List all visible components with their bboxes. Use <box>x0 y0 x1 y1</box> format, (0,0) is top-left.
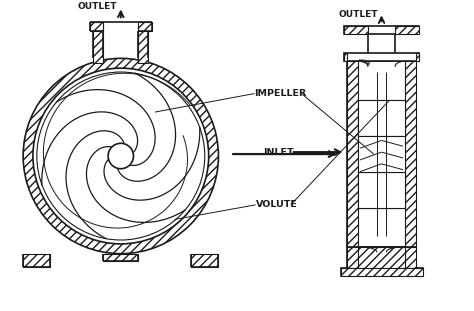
Bar <box>358 100 405 137</box>
Wedge shape <box>72 64 91 80</box>
Bar <box>347 247 358 268</box>
Bar <box>345 53 419 61</box>
Bar <box>416 53 419 61</box>
Wedge shape <box>151 64 170 80</box>
Wedge shape <box>29 107 45 126</box>
Circle shape <box>108 143 134 169</box>
Wedge shape <box>197 186 212 205</box>
Bar <box>358 137 405 172</box>
Circle shape <box>33 68 209 244</box>
Bar <box>347 247 416 268</box>
Wedge shape <box>165 223 183 241</box>
Wedge shape <box>25 123 38 141</box>
Bar <box>345 26 419 34</box>
Wedge shape <box>165 72 183 89</box>
Wedge shape <box>104 58 121 69</box>
Bar <box>358 172 405 208</box>
Text: INLET: INLET <box>264 148 294 157</box>
Wedge shape <box>87 239 106 252</box>
Text: OUTLET: OUTLET <box>77 2 117 11</box>
Bar <box>93 26 103 63</box>
Bar <box>405 61 416 247</box>
Wedge shape <box>188 93 205 112</box>
Wedge shape <box>58 72 77 89</box>
Wedge shape <box>151 232 170 248</box>
Wedge shape <box>23 156 34 173</box>
Bar <box>395 26 419 34</box>
Bar <box>345 26 368 34</box>
Wedge shape <box>121 243 138 254</box>
Bar <box>23 254 51 267</box>
Bar <box>138 22 152 31</box>
Bar <box>103 254 138 262</box>
Circle shape <box>23 58 219 254</box>
Bar <box>90 22 103 31</box>
Wedge shape <box>188 200 205 219</box>
Bar <box>191 254 219 267</box>
Wedge shape <box>36 93 54 112</box>
Wedge shape <box>197 107 212 126</box>
Wedge shape <box>104 243 121 254</box>
Wedge shape <box>207 156 219 173</box>
Wedge shape <box>203 123 217 141</box>
Text: VOLUTE: VOLUTE <box>255 200 297 209</box>
Bar <box>358 100 405 137</box>
Wedge shape <box>121 58 138 69</box>
Bar <box>345 53 347 61</box>
Text: OUTLET: OUTLET <box>338 10 378 19</box>
Wedge shape <box>46 212 64 231</box>
Wedge shape <box>29 186 45 205</box>
Bar <box>358 172 405 208</box>
Wedge shape <box>207 139 219 156</box>
Wedge shape <box>72 232 91 248</box>
Bar <box>347 61 416 247</box>
Wedge shape <box>203 171 217 189</box>
Wedge shape <box>25 171 38 189</box>
Bar <box>405 247 416 268</box>
Wedge shape <box>87 60 106 73</box>
Bar <box>340 268 422 276</box>
Wedge shape <box>136 239 154 252</box>
Bar <box>358 247 405 268</box>
Text: IMPELLER: IMPELLER <box>255 89 307 98</box>
Wedge shape <box>58 223 77 241</box>
Circle shape <box>37 72 205 240</box>
Wedge shape <box>23 139 34 156</box>
Bar <box>347 61 358 247</box>
Wedge shape <box>177 212 196 231</box>
Circle shape <box>22 58 219 255</box>
Bar <box>138 26 148 63</box>
Wedge shape <box>136 60 154 73</box>
Wedge shape <box>36 200 54 219</box>
Bar <box>340 268 422 276</box>
Wedge shape <box>46 81 64 100</box>
Wedge shape <box>177 81 196 100</box>
